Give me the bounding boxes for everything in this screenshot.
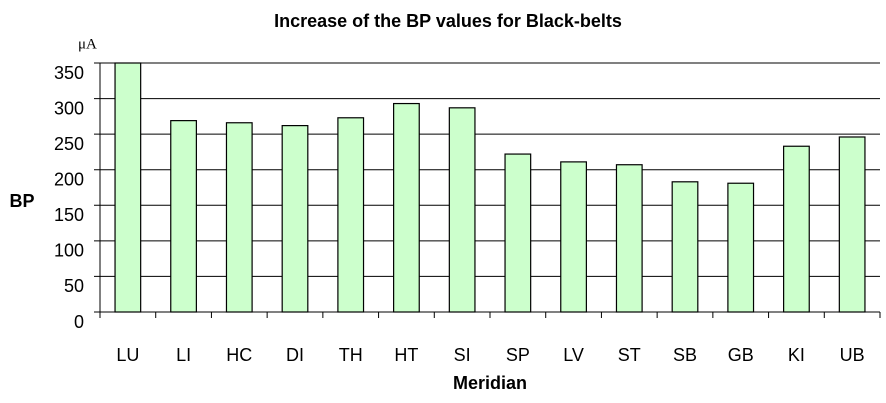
x-tick-label: TH — [339, 345, 363, 365]
bar — [393, 102, 420, 313]
x-tick-label: UB — [840, 345, 865, 365]
bar — [783, 145, 810, 313]
y-tick-label: 0 — [74, 312, 84, 332]
bar — [281, 125, 309, 313]
x-tick-label: LV — [563, 345, 584, 365]
x-tick-label: LI — [176, 345, 191, 365]
bar — [615, 164, 643, 313]
x-tick-label: LU — [116, 345, 139, 365]
x-tick-label: SP — [506, 345, 530, 365]
y-tick-label: 100 — [54, 241, 84, 261]
bar — [114, 62, 142, 313]
x-tick-label: HC — [226, 345, 252, 365]
bar — [337, 117, 365, 313]
y-axis-title: BP — [9, 191, 34, 211]
x-tick-label: SB — [673, 345, 697, 365]
bar — [727, 182, 755, 313]
y-tick-label: 200 — [54, 169, 84, 189]
x-tick-label: HT — [394, 345, 418, 365]
bar — [170, 120, 197, 313]
x-tick-label: KI — [788, 345, 805, 365]
y-tick-label: 300 — [54, 98, 84, 118]
x-tick-label: DI — [286, 345, 304, 365]
bar — [448, 107, 476, 313]
y-tick-label: 350 — [54, 63, 84, 83]
x-axis-title: Meridian — [453, 373, 527, 393]
bar — [671, 181, 699, 313]
bar — [838, 136, 866, 313]
chart-title: Increase of the BP values for Black-belt… — [274, 11, 622, 31]
bar — [504, 153, 532, 313]
y-unit: μA — [78, 36, 97, 52]
y-tick-label: 150 — [54, 205, 84, 225]
y-tick-label: 250 — [54, 134, 84, 154]
bar — [225, 122, 253, 313]
y-tick-label: 50 — [64, 276, 84, 296]
x-tick-label: SI — [454, 345, 471, 365]
bar — [560, 161, 587, 313]
x-tick-label: GB — [728, 345, 754, 365]
x-tick-label: ST — [618, 345, 641, 365]
